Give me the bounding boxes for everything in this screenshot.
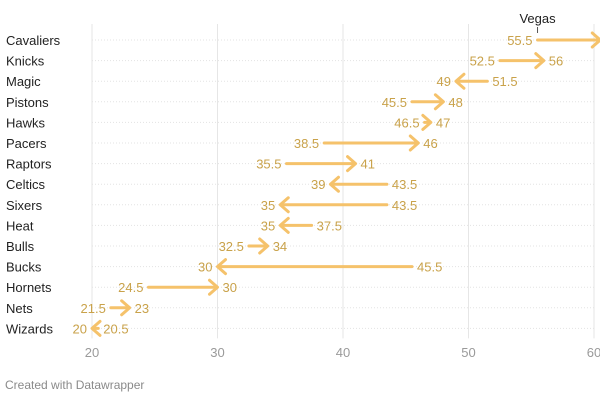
team-label: Bucks xyxy=(6,260,42,275)
label-layer: Cavaliers 55.5 Knicks 52.5 56 Magic 51.5 49 Pist… xyxy=(6,33,563,336)
value-label-from: 43.5 xyxy=(392,177,417,192)
value-label-from: 37.5 xyxy=(317,218,342,233)
team-label: Magic xyxy=(6,74,41,89)
team-label: Celtics xyxy=(6,177,46,192)
team-label: Nets xyxy=(6,301,33,316)
grid-layer xyxy=(91,24,595,339)
arrow-head xyxy=(408,134,420,152)
arrow-head xyxy=(278,216,290,234)
value-label-from: 24.5 xyxy=(118,280,143,295)
team-label: Knicks xyxy=(6,54,45,69)
arrow-head xyxy=(90,319,102,337)
value-label-from: 46.5 xyxy=(394,115,419,130)
value-label-to: 34 xyxy=(273,239,287,254)
team-label: Heat xyxy=(6,218,34,233)
arrow-head xyxy=(454,72,466,90)
value-label-from: 38.5 xyxy=(294,136,319,151)
team-label: Hornets xyxy=(6,280,52,295)
team-label: Pacers xyxy=(6,136,47,151)
value-label-to: 41 xyxy=(361,157,375,172)
value-label-from: 45.5 xyxy=(382,95,407,110)
team-label: Sixers xyxy=(6,198,43,213)
x-tick-label: 30 xyxy=(210,345,224,360)
x-tick-label: 20 xyxy=(85,345,99,360)
arrow-head xyxy=(120,299,132,317)
arrow-head xyxy=(534,52,546,70)
team-label: Cavaliers xyxy=(6,33,61,48)
team-label: Wizards xyxy=(6,321,53,336)
x-axis: 20 30 40 50 60 Vegas xyxy=(85,11,600,360)
team-label: Raptors xyxy=(6,157,52,172)
arrow-layer xyxy=(90,31,600,337)
value-label-to: 48 xyxy=(448,95,462,110)
value-label-to: 46 xyxy=(423,136,437,151)
team-label: Hawks xyxy=(6,115,46,130)
team-label: Bulls xyxy=(6,239,35,254)
team-label: Pistons xyxy=(6,95,49,110)
arrow-head xyxy=(258,237,270,255)
value-label-to: 23 xyxy=(135,301,149,316)
arrow-head xyxy=(328,175,340,193)
value-label-from: 51.5 xyxy=(492,74,517,89)
value-label-to: 49 xyxy=(436,74,450,89)
value-label-from: 45.5 xyxy=(417,260,442,275)
value-label-to: 35 xyxy=(261,218,275,233)
value-label-to: 56 xyxy=(549,54,563,69)
value-label-from: 43.5 xyxy=(392,198,417,213)
value-label-to: 20 xyxy=(73,321,87,336)
value-label-to: 30 xyxy=(223,280,237,295)
arrow-head xyxy=(278,196,290,214)
value-label-from: 55.5 xyxy=(507,33,532,48)
value-label-to: 47 xyxy=(436,115,450,130)
x-tick-label: 50 xyxy=(461,345,475,360)
arrow-head xyxy=(421,113,433,131)
value-label-from: 35.5 xyxy=(256,157,281,172)
value-label-from: 21.5 xyxy=(81,301,106,316)
x-tick-label: 40 xyxy=(336,345,350,360)
arrow-head xyxy=(346,155,358,173)
arrow-head xyxy=(433,93,445,111)
credit-text: Created with Datawrapper xyxy=(5,378,145,392)
arrow-head xyxy=(208,278,219,296)
value-label-to: 35 xyxy=(261,198,275,213)
value-label-to: 30 xyxy=(198,260,212,275)
annotation-label: Vegas xyxy=(519,11,556,26)
value-label-from: 20.5 xyxy=(103,321,128,336)
value-label-to: 39 xyxy=(311,177,325,192)
arrow-head xyxy=(590,31,600,49)
value-label-from: 32.5 xyxy=(219,239,244,254)
x-tick-label: 60 xyxy=(587,345,600,360)
value-label-from: 52.5 xyxy=(470,54,495,69)
arrow-head xyxy=(216,258,227,276)
